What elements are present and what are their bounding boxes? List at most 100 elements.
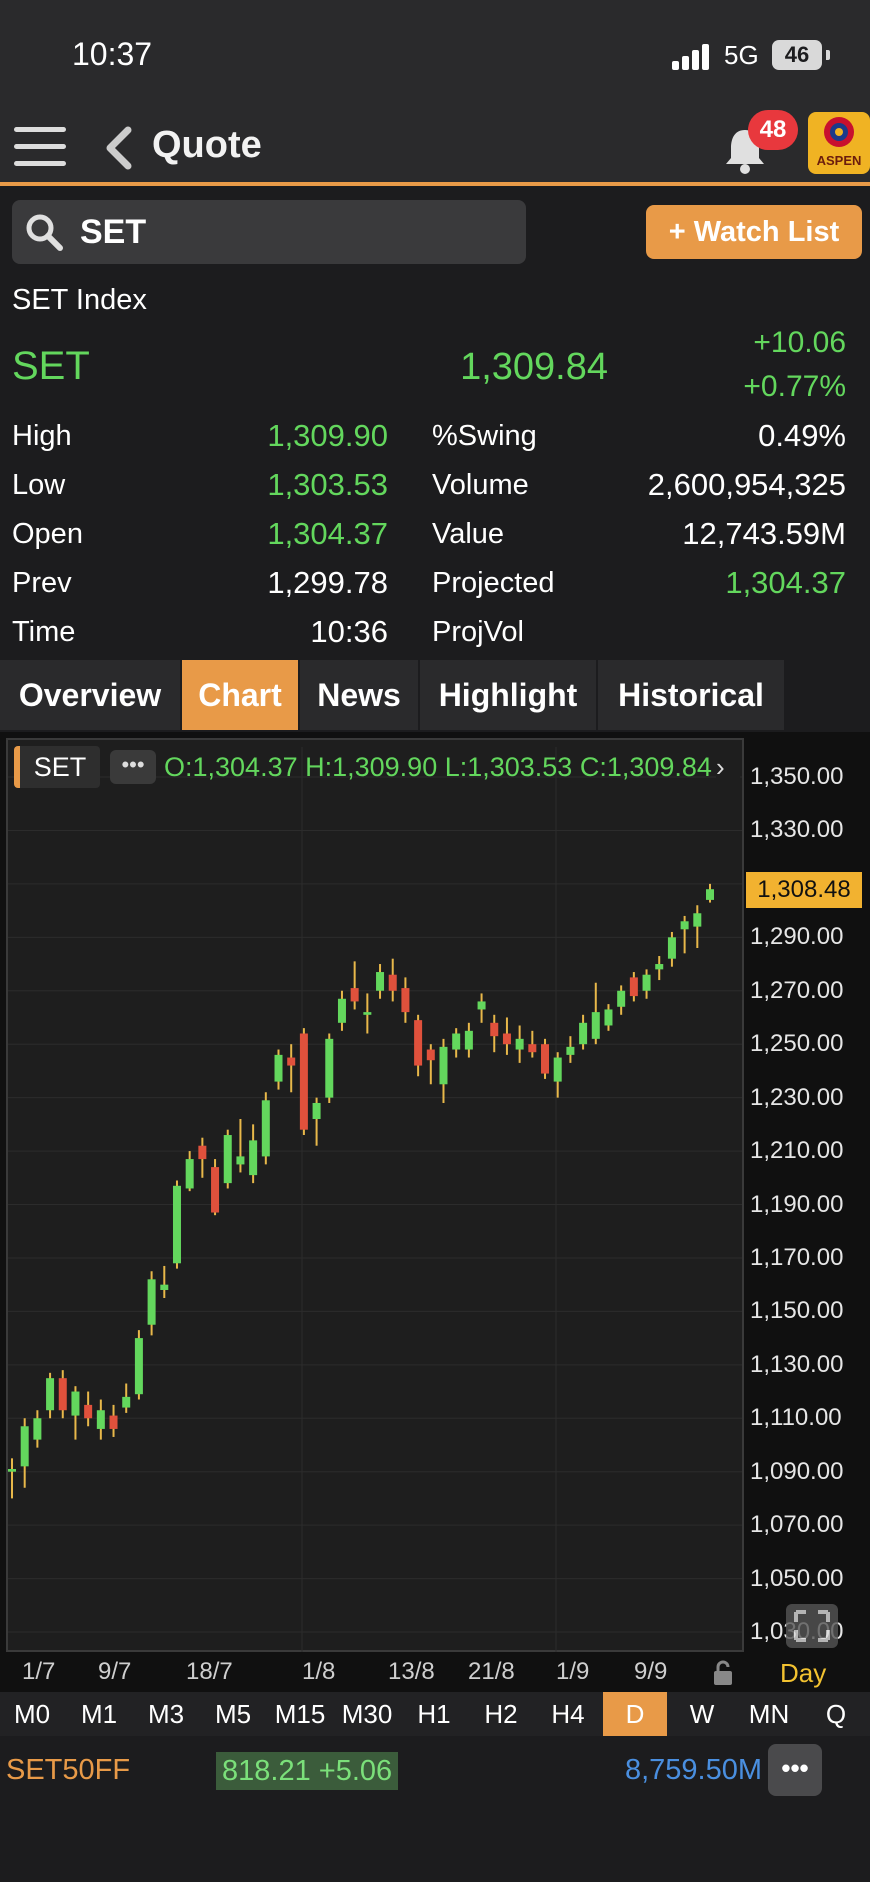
candle-body [693,913,702,927]
timeframe-q[interactable]: Q [825,1699,847,1729]
network-type: 5G [724,40,759,70]
x-tick-label: 1/9 [556,1658,590,1685]
stat-value-value: 12,743.59M [682,516,846,551]
candle-body [8,1469,16,1472]
search-icon [26,214,63,251]
y-tick-label: 1,270.00 [750,976,844,1004]
chart-symbol-tag[interactable]: SET [14,746,100,788]
candle-body [541,1044,550,1074]
candle-body [401,988,410,1013]
stat-label: Projected [432,567,555,599]
hamburger-menu-icon[interactable] [14,127,66,167]
candle-body [312,1102,321,1119]
stat-value-projected: 1,304.37 [725,565,846,600]
stat-label: Time [12,616,76,648]
tab-overview[interactable]: Overview [0,660,180,730]
back-chevron-icon[interactable] [104,126,134,170]
candle-body [58,1378,67,1411]
symbol-search-input[interactable] [80,208,500,256]
candle-body [490,1022,499,1037]
y-tick-label: 1,250.00 [750,1030,844,1058]
ohlc-readout: O:1,304.37 H:1,309.90 L:1,303.53 C:1,309… [164,752,712,782]
y-tick-label: 1,090.00 [750,1457,844,1485]
app-header: Quote 48 ASPEN [0,110,870,186]
timeframe-m1[interactable]: M1 [80,1699,118,1729]
stat-label: Volume [432,469,529,501]
candle-body [287,1057,296,1066]
status-bar: 10:37 5G 46 [0,0,870,110]
lock-icon[interactable] [712,1660,734,1686]
chart-period-label: Day [780,1658,827,1688]
add-watchlist-button[interactable]: + Watch List [646,205,862,259]
candle-body [122,1396,131,1408]
candle-body [439,1046,448,1085]
chart-options-button[interactable]: ••• [110,750,156,784]
stat-label: %Swing [432,420,537,452]
ticker-more-button[interactable]: ••• [768,1744,822,1796]
candle-body [502,1033,511,1045]
tab-highlight[interactable]: Highlight [420,660,596,730]
candle-body [134,1338,143,1395]
x-tick-label: 1/7 [22,1658,56,1685]
candle-body [71,1391,80,1416]
candle-body [655,964,664,970]
tab-historical[interactable]: Historical [598,660,784,730]
y-tick-label: 1,070.00 [750,1511,844,1539]
ticker-price: 818.21 +5.06 [216,1752,399,1790]
candle-body [185,1159,194,1189]
candle-body [667,937,676,959]
stat-value-prev: 1,299.78 [267,565,388,600]
timeframe-m30[interactable]: M30 [341,1699,393,1729]
stat-label: Prev [12,567,72,599]
y-tick-label: 1,130.00 [750,1350,844,1378]
x-tick-label: 9/9 [634,1658,668,1685]
tab-chart[interactable]: Chart [182,660,298,730]
timeframe-m0[interactable]: M0 [13,1699,51,1729]
timeframe-m5[interactable]: M5 [214,1699,252,1729]
stat-value-volume: 2,600,954,325 [647,467,846,502]
timeframe-d[interactable]: D [603,1692,667,1736]
candle-body [464,1030,473,1050]
candle-body [223,1135,232,1184]
candle-body [261,1100,270,1157]
chart-panel[interactable]: SET ••• O:1,304.37 H:1,309.90 L:1,303.53… [0,732,870,1692]
stat-label: High [12,420,72,452]
timeframe-bar: M0 M1 M3 M5 M15 M30 H1 H2 H4 D W MN Q [0,1692,870,1736]
candlestick-chart[interactable] [0,732,870,1692]
candle-body [236,1156,245,1165]
expand-icon[interactable] [786,1604,838,1648]
aspen-logo[interactable]: ASPEN [808,112,870,174]
y-tick-label: 1,170.00 [750,1243,844,1271]
search-box[interactable] [12,200,526,264]
last-price-tag: 1,308.48 [746,872,862,908]
candle-body [515,1038,524,1050]
candle-body [388,974,397,991]
ticker-bar: SET50FF 818.21 +5.06 8,759.50M ••• [0,1736,870,1882]
timeframe-h2[interactable]: H2 [484,1699,518,1729]
ticker-value: 8,759.50M [624,1754,762,1786]
tab-news[interactable]: News [300,660,418,730]
y-tick-label: 1,150.00 [750,1297,844,1325]
timeframe-mn[interactable]: MN [748,1699,790,1729]
ticker-symbol[interactable]: SET50FF [6,1754,131,1786]
candle-body [414,1020,423,1066]
timeframe-h4[interactable]: H4 [551,1699,585,1729]
candle-body [376,972,385,991]
timeframe-w[interactable]: W [689,1699,715,1729]
x-tick-label: 9/7 [98,1658,132,1685]
last-price: 1,309.84 [460,346,608,388]
stat-label: ProjVol [432,616,524,648]
timeframe-m3[interactable]: M3 [147,1699,185,1729]
timeframe-m15[interactable]: M15 [274,1699,326,1729]
candle-body [299,1033,308,1130]
status-time: 10:37 [72,36,153,72]
price-change: +10.06 [753,326,846,359]
stat-value-swing: 0.49% [758,418,846,453]
candle-body [198,1145,207,1160]
timeframe-h1[interactable]: H1 [417,1699,451,1729]
chart-frame[interactable] [6,738,744,1652]
candle-body [680,921,689,930]
candle-body [477,1001,486,1010]
chevron-right-icon[interactable]: › [716,752,740,786]
x-tick-label: 1/8 [302,1658,336,1685]
